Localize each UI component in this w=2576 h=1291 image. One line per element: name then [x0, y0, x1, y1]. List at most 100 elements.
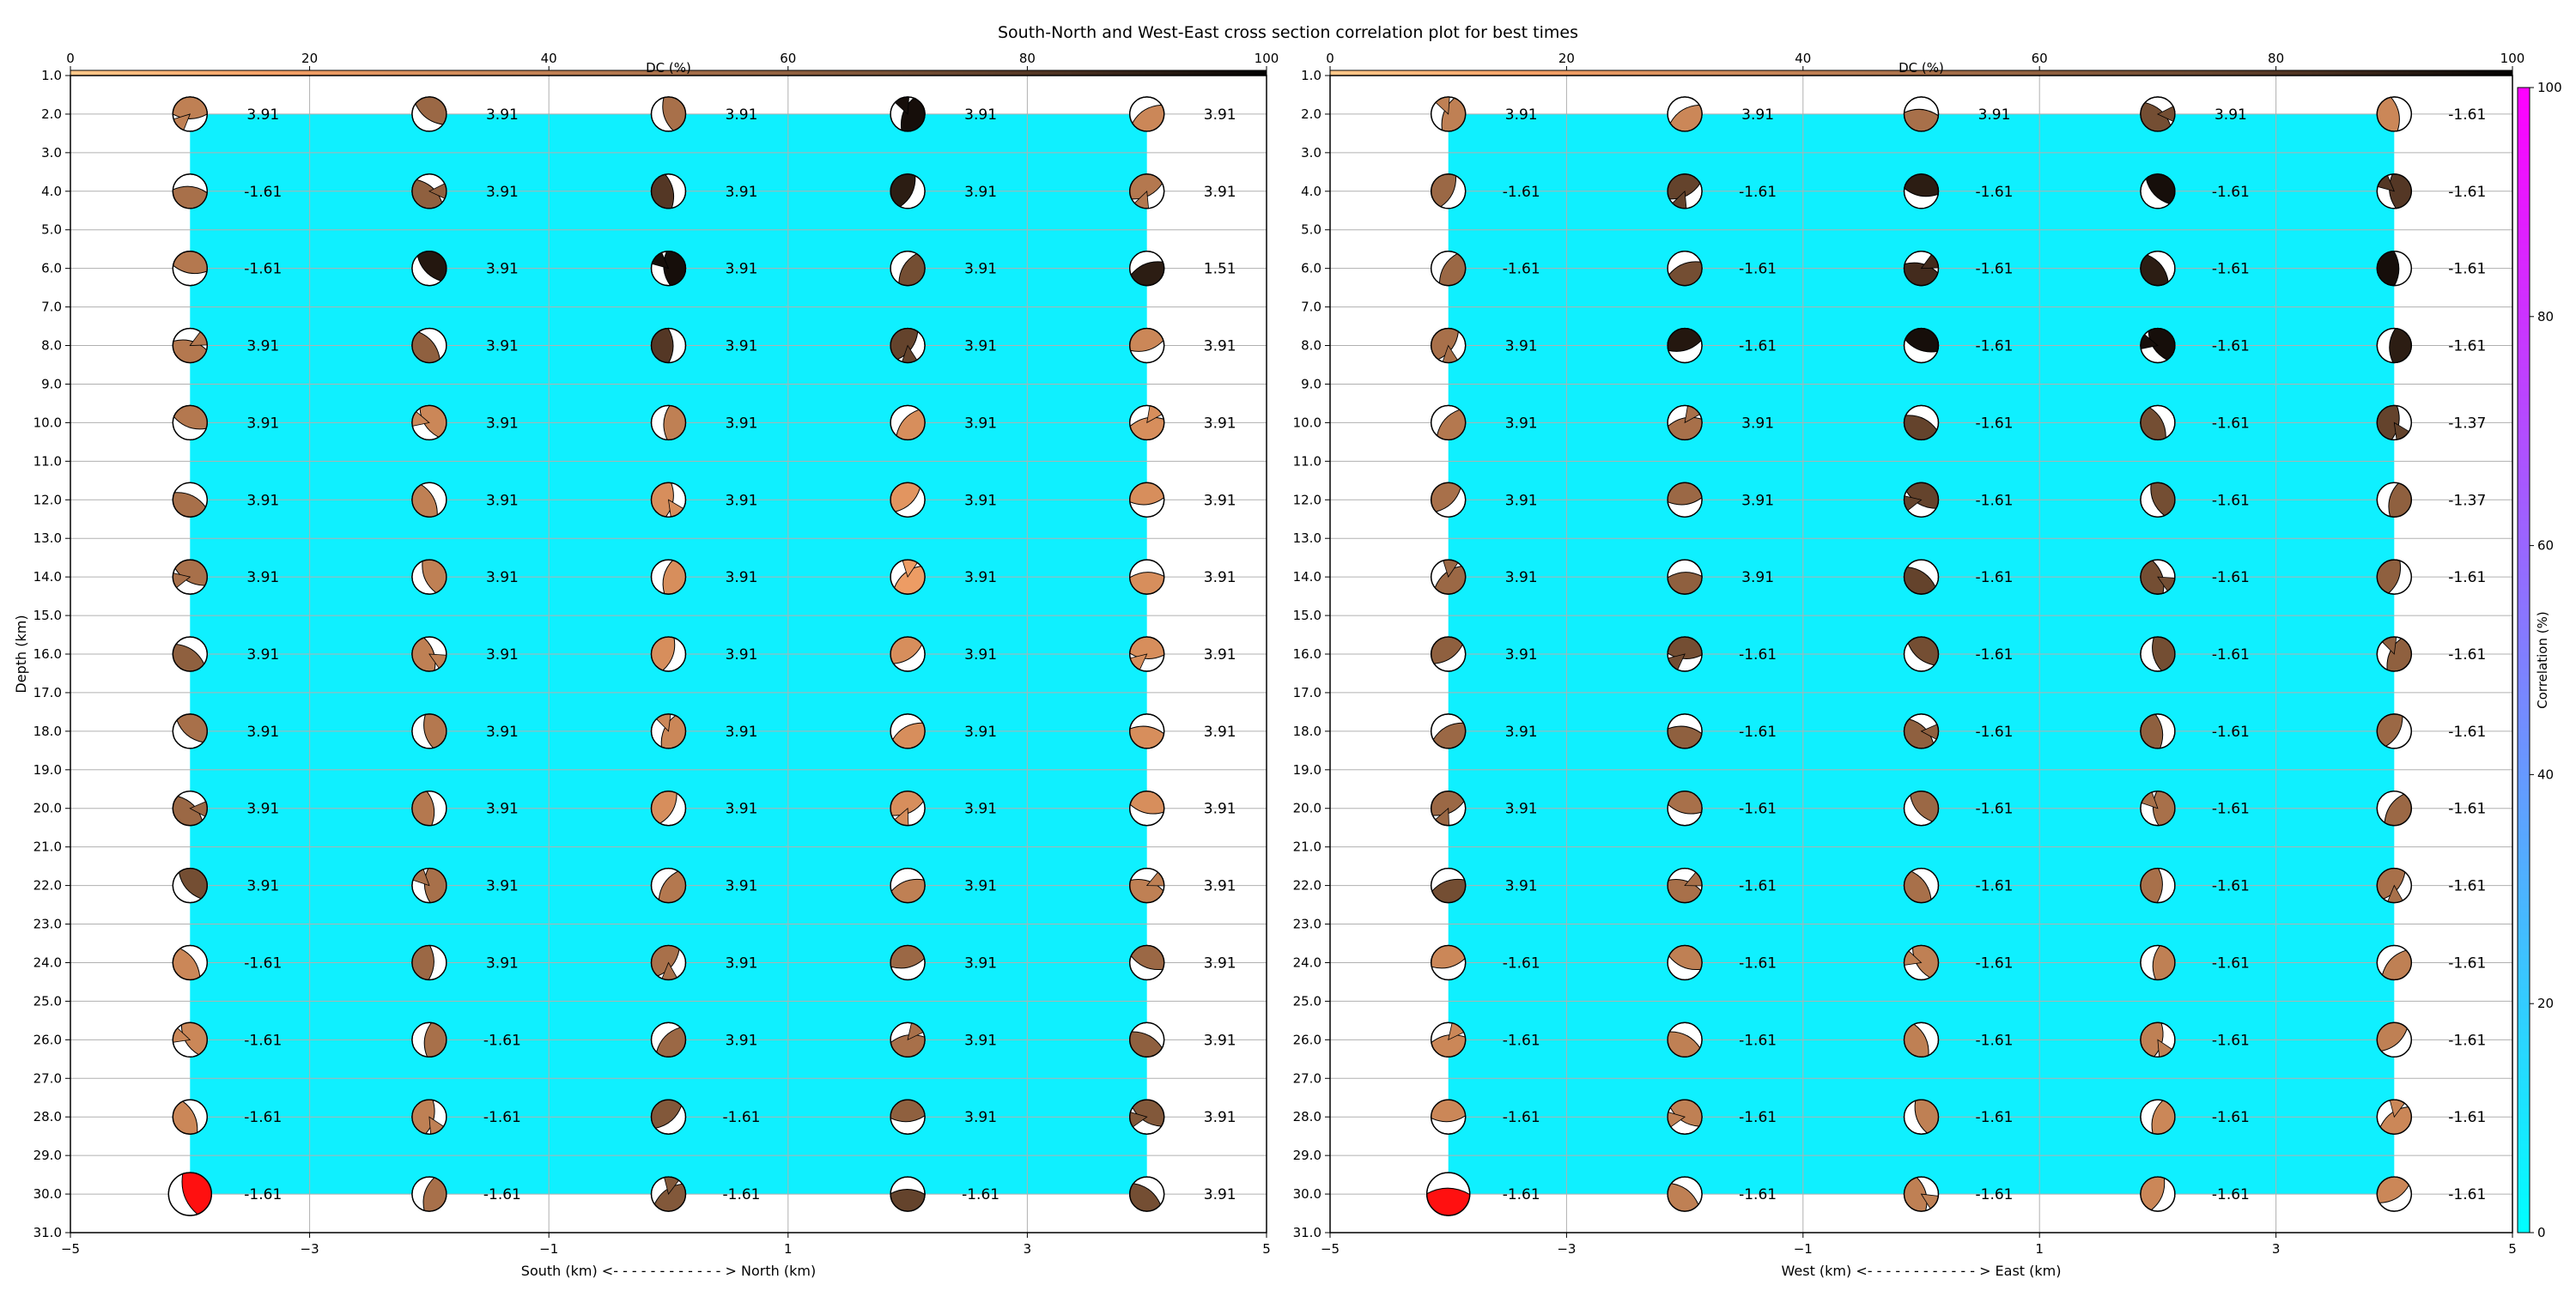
- beachball: [1903, 944, 1940, 981]
- beachball-rim: [650, 636, 687, 672]
- beachball-rim: [1903, 404, 1940, 441]
- time-shift-label: 3.91: [486, 261, 519, 278]
- time-shift-label: -1.61: [1976, 955, 2014, 972]
- time-shift-label: -1.61: [2448, 569, 2486, 586]
- beachball: [1128, 482, 1165, 518]
- time-shift-label: -1.61: [2212, 415, 2250, 432]
- y-tick-label: 29.0: [1293, 1148, 1321, 1163]
- y-tick-label: 30.0: [33, 1186, 62, 1202]
- time-shift-label: -1.61: [1976, 801, 2014, 818]
- time-shift-label: 3.91: [1741, 415, 1774, 432]
- y-tick-label: 29.0: [33, 1148, 62, 1163]
- beachball-rim: [890, 791, 926, 827]
- time-shift-label: 3.91: [964, 955, 997, 972]
- beachball: [1903, 713, 1940, 749]
- beachball: [1903, 96, 1940, 132]
- time-shift-label: -1.61: [244, 184, 282, 201]
- y-tick-label: 27.0: [1293, 1070, 1321, 1086]
- beachball: [890, 1176, 926, 1212]
- beachball: [650, 96, 687, 132]
- beachball: [1667, 404, 1703, 441]
- beachball-rim: [411, 404, 447, 441]
- beachball: [1128, 1099, 1165, 1135]
- beachball-rim: [890, 1176, 926, 1212]
- beachball-rim: [1667, 173, 1703, 209]
- time-shift-label: 3.91: [726, 415, 758, 432]
- time-shift-label: -1.61: [1976, 569, 2014, 586]
- time-shift-label: 3.91: [1505, 724, 1538, 741]
- y-tick-label: 3.0: [1301, 145, 1321, 161]
- beachball: [2140, 173, 2176, 209]
- y-tick-label: 2.0: [41, 106, 62, 122]
- beachball: [1903, 173, 1940, 209]
- beachball: [1128, 327, 1165, 364]
- beachball: [2140, 559, 2176, 595]
- time-shift-label: 3.91: [1505, 415, 1538, 432]
- y-tick-label: 25.0: [1293, 993, 1321, 1009]
- x-tick-label: 1: [784, 1241, 793, 1257]
- beachball: [1667, 250, 1703, 287]
- beachball-rim: [1128, 1099, 1165, 1135]
- beachball-rim: [1430, 404, 1467, 441]
- y-tick-label: 6.0: [1301, 261, 1321, 276]
- beachball-rim: [2376, 713, 2413, 749]
- correlation-colorbar-label: Correlation (%): [2535, 611, 2550, 708]
- beachball-rim: [1425, 1172, 1471, 1216]
- beachball-rim: [172, 482, 209, 518]
- time-shift-label: 3.91: [1505, 569, 1538, 586]
- time-shift-label: 3.91: [1204, 415, 1236, 432]
- correlation-colorbar-tick-label: 0: [2537, 1225, 2546, 1240]
- beachball-rim: [411, 791, 447, 827]
- beachball-rim: [1667, 327, 1703, 364]
- time-shift-label: 3.91: [1204, 955, 1236, 972]
- time-shift-label: -1.61: [2212, 261, 2250, 278]
- beachball-rim: [1128, 791, 1165, 827]
- time-shift-label: 3.91: [246, 492, 279, 509]
- beachball-rim: [650, 1021, 687, 1058]
- time-shift-label: 3.91: [726, 955, 758, 972]
- beachball-rim: [1903, 1099, 1940, 1135]
- y-tick-label: 26.0: [33, 1032, 62, 1047]
- beachball: [411, 944, 447, 981]
- x-tick-label: −3: [1557, 1241, 1576, 1257]
- time-shift-label: -1.61: [244, 955, 282, 972]
- beachball-rim: [1903, 867, 1940, 904]
- beachball-rim: [1903, 559, 1940, 595]
- beachball-rim: [1128, 327, 1165, 364]
- time-shift-label: 3.91: [246, 878, 279, 895]
- beachball: [2376, 944, 2413, 981]
- beachball: [2140, 404, 2176, 441]
- time-shift-label: 3.91: [964, 569, 997, 586]
- time-shift-label: 3.91: [1978, 106, 2011, 124]
- beachball: [172, 96, 209, 132]
- beachball: [650, 713, 687, 749]
- correlation-colorbar-tick-label: 40: [2537, 767, 2554, 782]
- beachball: [1128, 96, 1165, 132]
- beachball: [1903, 559, 1940, 595]
- y-tick-label: 16.0: [33, 646, 62, 662]
- beachball: [2140, 1176, 2176, 1212]
- beachball: [890, 1021, 926, 1058]
- time-shift-label: 3.91: [964, 724, 997, 741]
- time-shift-label: 3.91: [726, 492, 758, 509]
- time-shift-label: -1.61: [1976, 878, 2014, 895]
- beachball: [172, 404, 209, 441]
- y-tick-label: 5.0: [41, 222, 62, 238]
- beachball-rim: [2140, 173, 2176, 209]
- x-tick-label: 5: [1262, 1241, 1271, 1257]
- time-shift-label: 3.91: [726, 801, 758, 818]
- beachball: [2376, 96, 2413, 132]
- time-shift-label: 3.91: [246, 646, 279, 664]
- y-tick-label: 28.0: [1293, 1109, 1321, 1124]
- beachball-rim: [2140, 1021, 2176, 1058]
- time-shift-label: -1.61: [2212, 569, 2250, 586]
- beachball: [1430, 327, 1467, 364]
- beachball-rim: [1667, 1021, 1703, 1058]
- time-shift-label: 3.91: [246, 106, 279, 124]
- beachball: [1903, 1099, 1940, 1135]
- time-shift-label: 3.91: [964, 184, 997, 201]
- beachball: [2140, 96, 2176, 132]
- beachball: [1430, 867, 1467, 904]
- time-shift-label: 3.91: [1741, 569, 1774, 586]
- beachball-rim: [2376, 1099, 2413, 1135]
